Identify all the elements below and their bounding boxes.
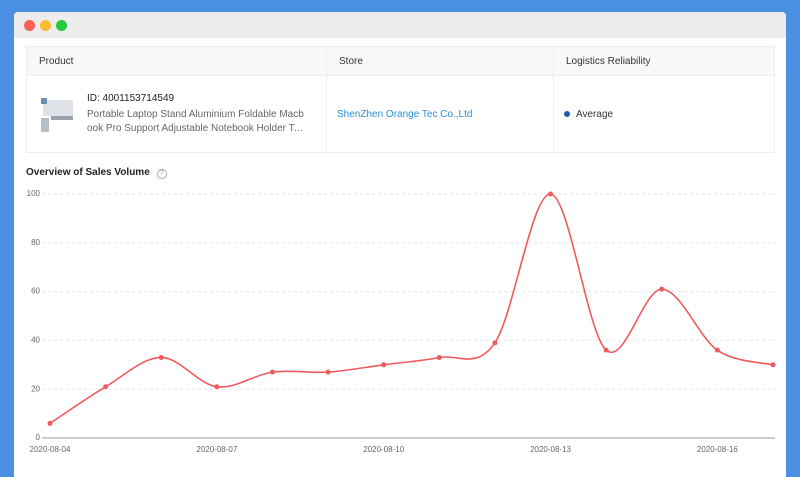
data-point <box>770 362 776 368</box>
product-image <box>41 98 73 132</box>
logistics-cell: Average <box>553 75 775 153</box>
chart-title-text: Overview of Sales Volume <box>26 167 150 178</box>
data-point <box>492 340 498 346</box>
header: Product <box>26 46 327 76</box>
maximize-button[interactable] <box>56 20 67 31</box>
product-name[interactable]: Portable Laptop Stand Aluminium Foldable… <box>87 108 307 134</box>
data-point <box>269 369 275 375</box>
data-point <box>603 347 609 353</box>
header: Store <box>326 46 554 76</box>
y-tick-label: 0 <box>36 433 41 442</box>
data-point <box>325 369 331 375</box>
window: Product Store Logistics Reliability ID: … <box>14 12 786 477</box>
help-icon[interactable]: ? <box>156 169 167 179</box>
data-point <box>714 347 720 353</box>
close-button[interactable] <box>24 20 35 31</box>
y-tick-label: 100 <box>27 189 41 198</box>
data-point <box>381 362 387 368</box>
chart-title: Overview of Sales Volume ? <box>26 167 167 179</box>
y-tick-label: 20 <box>31 384 40 393</box>
product-id: ID: 4001153714549 <box>87 92 175 104</box>
product-cell: ID: 4001153714549 Portable Laptop Stand … <box>26 75 327 153</box>
y-tick-label: 40 <box>31 336 40 345</box>
y-tick-label: 80 <box>31 238 40 247</box>
y-tick-label: 60 <box>31 287 40 296</box>
data-point <box>214 384 220 390</box>
title-bar <box>14 12 786 38</box>
product-table: Product Store Logistics Reliability ID: … <box>26 46 775 153</box>
data-point <box>158 354 164 360</box>
x-tick-label: 2020-08-13 <box>530 445 571 454</box>
data-point <box>436 354 442 360</box>
x-tick-label: 2020-08-10 <box>363 445 404 454</box>
data-point <box>659 286 665 292</box>
data-point <box>548 191 554 197</box>
data-point <box>47 420 53 426</box>
data-point <box>103 384 109 390</box>
x-tick-label: 2020-08-07 <box>196 445 237 454</box>
sales-line <box>49 193 774 425</box>
x-tick-label: 2020-08-04 <box>30 445 71 454</box>
minimize-button[interactable] <box>40 20 51 31</box>
x-tick-label: 2020-08-16 <box>697 445 738 454</box>
logistics-value: Average <box>576 108 614 120</box>
